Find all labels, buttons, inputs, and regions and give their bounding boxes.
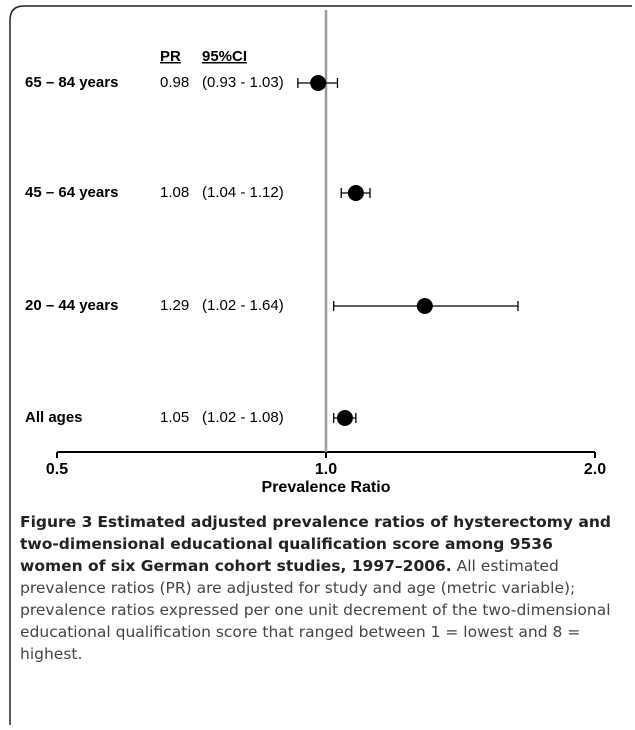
ci-label: (1.02 - 1.64)	[202, 297, 284, 314]
x-axis-label: Prevalence Ratio	[262, 479, 391, 496]
column-header: PR	[160, 48, 181, 65]
pr-value: 1.29	[160, 297, 189, 314]
row-label: 45 – 64 years	[25, 184, 118, 201]
point-estimate	[347, 185, 364, 201]
ci-label: (1.04 - 1.12)	[202, 184, 284, 201]
pr-value: 1.05	[160, 409, 189, 426]
frame	[9, 5, 632, 725]
x-tick-label: 1.0	[315, 461, 337, 478]
point-estimate	[336, 410, 353, 426]
ci-label: (1.02 - 1.08)	[202, 409, 284, 426]
pr-value: 0.98	[160, 74, 189, 91]
pr-value: 1.08	[160, 184, 189, 201]
point-estimate	[416, 298, 433, 314]
row-label: 65 – 84 years	[25, 74, 118, 91]
x-tick-label: 2.0	[584, 461, 606, 478]
row-label: All ages	[25, 409, 83, 426]
caption: Figure 3 Estimated adjusted prevalence r…	[20, 511, 618, 665]
figure-text: All estimated prevalence ratios (PR) are…	[20, 557, 611, 663]
figure-title: Estimated adjusted prevalence ratios of …	[20, 513, 611, 575]
x-tick-label: 0.5	[46, 461, 68, 478]
ci-label: (0.93 - 1.03)	[202, 74, 284, 91]
column-header: 95%CI	[202, 48, 247, 65]
row-label: 20 – 44 years	[25, 297, 118, 314]
point-estimate	[310, 75, 327, 91]
figure-label: Figure 3	[20, 513, 93, 531]
